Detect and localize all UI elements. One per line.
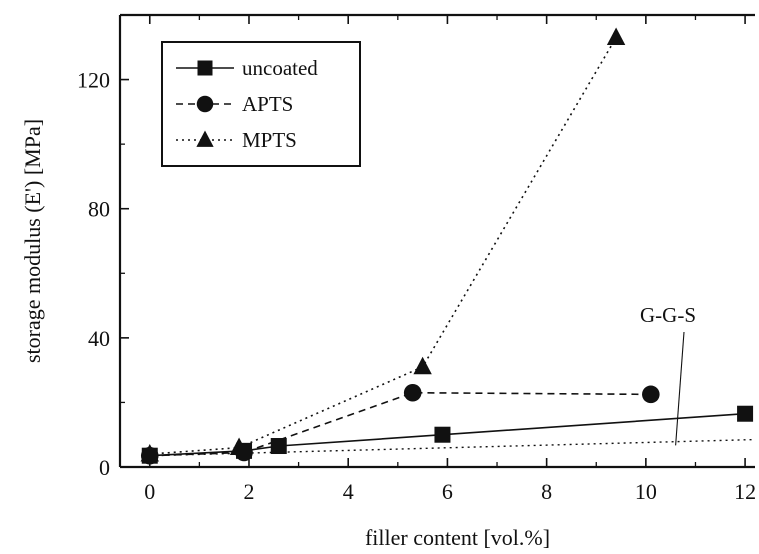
data-point-uncoated-2 (270, 438, 287, 455)
plot-frame (118, 13, 755, 469)
legend-marker-apts (196, 95, 214, 113)
x-tick-label-2: 2 (243, 479, 254, 504)
legend-label-uncoated: uncoated (242, 56, 318, 80)
data-point-uncoated-3 (434, 426, 451, 443)
x-tick-label-6: 6 (442, 479, 453, 504)
annotation: G-G-S (640, 303, 696, 446)
x-tick-label-8: 8 (541, 479, 552, 504)
annotation-leader-line (675, 331, 685, 446)
x-axis-title: filler content [vol.%] (365, 525, 550, 550)
y-axis-title: storage modulus (E') [MPa] (20, 119, 45, 363)
legend-label-mpts: MPTS (242, 128, 297, 152)
x-tick-label-12: 12 (734, 479, 756, 504)
data-point-uncoated-4 (737, 405, 754, 422)
y-tick-label-80: 80 (88, 197, 110, 222)
series-markers (140, 27, 754, 465)
data-point-mpts-1 (229, 437, 249, 455)
data-point-apts-2 (403, 383, 422, 402)
legend-marker-uncoated (197, 60, 213, 76)
legend: uncoated APTS MPTS (161, 41, 361, 167)
data-point-mpts-0 (140, 443, 159, 462)
series-line-apts (149, 391, 651, 457)
legend-label-apts: APTS (242, 92, 293, 116)
data-point-mpts-3 (606, 27, 626, 45)
legend-marker-mpts (196, 130, 214, 147)
y-tick-label-40: 40 (88, 326, 110, 351)
reference-line (149, 438, 756, 457)
y-tick-label-120: 120 (77, 68, 110, 93)
y-tick-label-0: 0 (99, 455, 110, 480)
x-tick-label-10: 10 (635, 479, 657, 504)
data-point-mpts-2 (413, 356, 432, 375)
x-tick-label-4: 4 (343, 479, 354, 504)
annotation-label: G-G-S (640, 303, 696, 327)
x-tick-label-0: 0 (144, 479, 155, 504)
axis-ticks (120, 15, 746, 468)
data-point-apts-3 (642, 385, 660, 404)
series-line-mpts (149, 37, 617, 455)
